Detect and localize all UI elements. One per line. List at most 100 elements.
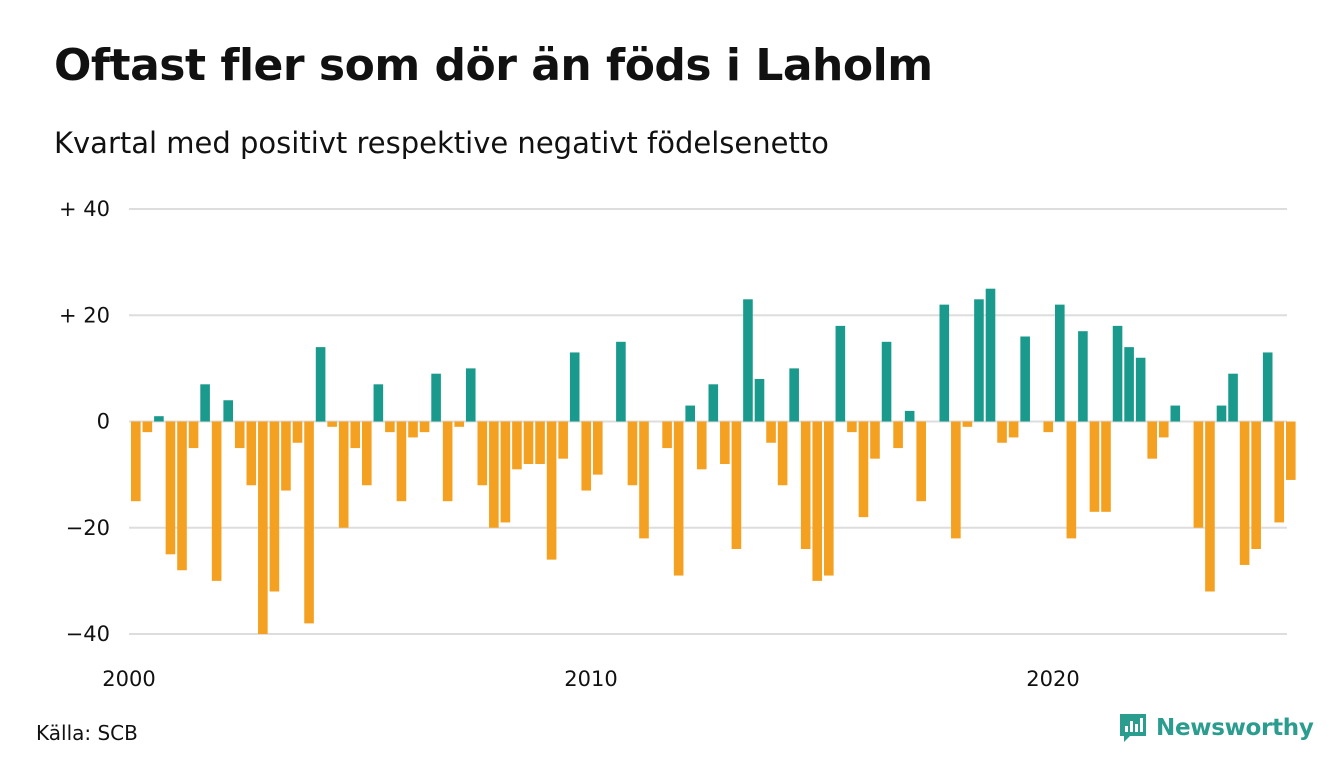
bar-negative bbox=[281, 421, 291, 491]
bar-negative bbox=[1286, 421, 1296, 480]
bar-negative bbox=[1066, 421, 1077, 539]
y-axis-labels: + 40 + 20 0 −20 −40 bbox=[59, 197, 110, 646]
bar-positive bbox=[708, 384, 719, 422]
bar-negative bbox=[362, 421, 372, 486]
bar-negative bbox=[211, 421, 222, 581]
bar-negative bbox=[177, 421, 187, 571]
bar-negative bbox=[800, 421, 811, 549]
bar-negative bbox=[951, 421, 961, 539]
bar-negative bbox=[627, 421, 638, 486]
bar-positive bbox=[1228, 373, 1238, 422]
bar-negative bbox=[847, 421, 857, 433]
bar-positive bbox=[939, 304, 950, 422]
bar-positive bbox=[431, 373, 441, 422]
bar-negative bbox=[696, 421, 707, 470]
logo-text: Newsworthy bbox=[1156, 715, 1314, 741]
bar-negative bbox=[142, 421, 153, 433]
bar-negative bbox=[338, 421, 349, 528]
y-tick-label: 0 bbox=[97, 410, 110, 434]
bar-negative bbox=[523, 421, 534, 464]
bar-negative bbox=[546, 421, 557, 560]
bar-negative bbox=[720, 421, 730, 464]
bar-positive bbox=[465, 368, 476, 422]
bar-negative bbox=[131, 421, 141, 502]
x-tick-label: 2010 bbox=[564, 667, 617, 691]
bar-negative bbox=[1008, 421, 1019, 438]
bar-negative bbox=[558, 421, 568, 459]
y-tick-label: + 40 bbox=[59, 197, 110, 221]
bar-positive bbox=[373, 384, 384, 422]
bar-positive bbox=[789, 368, 799, 422]
x-tick-label: 2020 bbox=[1026, 667, 1079, 691]
bar-negative bbox=[812, 421, 823, 581]
bar-negative bbox=[673, 421, 684, 576]
bar-negative bbox=[269, 421, 280, 592]
bar-positive bbox=[1170, 405, 1181, 422]
bar-positive bbox=[985, 288, 996, 422]
bar-positive bbox=[754, 379, 765, 422]
y-tick-label: −20 bbox=[66, 516, 110, 540]
bar-negative bbox=[419, 421, 430, 433]
bar-positive bbox=[154, 416, 164, 422]
bar-negative bbox=[997, 421, 1007, 443]
bar-negative bbox=[1251, 421, 1261, 549]
bar-negative bbox=[1089, 421, 1100, 512]
x-axis-labels: 2000 2010 2020 bbox=[102, 667, 1079, 691]
bar-negative bbox=[234, 421, 245, 449]
bar-negative bbox=[858, 421, 869, 518]
bar-negative bbox=[454, 421, 464, 427]
bar-negative bbox=[766, 421, 776, 443]
bar-negative bbox=[1193, 421, 1204, 528]
bar-negative bbox=[396, 421, 407, 502]
bar-negative bbox=[893, 421, 903, 449]
y-tick-label: −40 bbox=[66, 622, 110, 646]
bar-negative bbox=[593, 421, 603, 475]
newsworthy-logo[interactable]: Newsworthy bbox=[1118, 712, 1314, 744]
bar-negative bbox=[639, 421, 649, 539]
bar-positive bbox=[1020, 336, 1030, 422]
bar-negative bbox=[1205, 421, 1215, 592]
bar-positive bbox=[223, 400, 233, 422]
bar-negative bbox=[535, 421, 545, 464]
bar-negative bbox=[489, 421, 499, 528]
bar-positive bbox=[1135, 357, 1146, 422]
bar-negative bbox=[1101, 421, 1111, 512]
bar-negative bbox=[350, 421, 361, 449]
bar-negative bbox=[188, 421, 199, 449]
bar-positive bbox=[904, 410, 915, 422]
bar-negative bbox=[916, 421, 926, 502]
bar-negative bbox=[731, 421, 742, 549]
bar-negative bbox=[258, 421, 268, 634]
chart-subtitle: Kvartal med positivt respektive negativt… bbox=[54, 126, 829, 160]
bar-negative bbox=[1239, 421, 1250, 565]
bar-positive bbox=[835, 325, 846, 422]
bar-negative bbox=[581, 421, 592, 491]
bar-negative bbox=[477, 421, 488, 486]
bar-negative bbox=[165, 421, 176, 555]
bar-positive bbox=[1262, 352, 1273, 422]
bar-positive bbox=[1216, 405, 1227, 422]
bar-negative bbox=[824, 421, 834, 576]
bar-positive bbox=[974, 299, 984, 422]
bar-negative bbox=[246, 421, 257, 486]
chart-title: Oftast fler som dör än föds i Laholm bbox=[54, 40, 933, 91]
bar-negative bbox=[1043, 421, 1054, 433]
bar-positive bbox=[569, 352, 580, 422]
bar-negative bbox=[304, 421, 314, 624]
bar-negative bbox=[442, 421, 453, 502]
bar-negative bbox=[1158, 421, 1169, 438]
bar-positive bbox=[743, 299, 753, 422]
bar-negative bbox=[408, 421, 418, 438]
bar-negative bbox=[870, 421, 880, 459]
bar-positive bbox=[315, 347, 326, 422]
bar-positive bbox=[616, 341, 626, 422]
bar-positive bbox=[1055, 304, 1065, 422]
bar-negative bbox=[512, 421, 522, 470]
bar-negative bbox=[1274, 421, 1285, 523]
bar-negative bbox=[500, 421, 511, 523]
x-tick-label: 2000 bbox=[102, 667, 155, 691]
bar-positive bbox=[1078, 331, 1088, 422]
y-tick-label: + 20 bbox=[59, 303, 110, 327]
bar-negative bbox=[327, 421, 337, 427]
